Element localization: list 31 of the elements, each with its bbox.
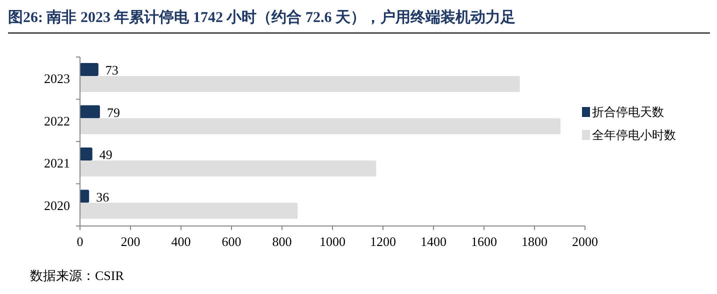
x-tick-label: 600 <box>222 234 242 249</box>
x-tick-label: 1400 <box>420 234 446 249</box>
data-label: 36 <box>96 189 110 204</box>
bar <box>80 190 90 203</box>
y-tick-label: 2021 <box>44 156 70 171</box>
bar <box>80 105 100 118</box>
legend-label: 全年停电小时数 <box>592 128 676 142</box>
y-tick-label: 2023 <box>44 71 70 86</box>
chart-title: 图26: 南非 2023 年累计停电 1742 小时（约合 72.6 天），户用终端装机动力足 <box>8 8 516 26</box>
x-tick-label: 400 <box>171 234 191 249</box>
bar <box>80 63 98 76</box>
x-tick-label: 2000 <box>572 234 598 249</box>
bar <box>80 202 298 219</box>
x-tick-label: 800 <box>272 234 292 249</box>
data-label: 73 <box>105 62 118 78</box>
x-tick-label: 1000 <box>320 234 346 249</box>
legend-label: 折合停电天数 <box>592 105 664 119</box>
x-tick-label: 1200 <box>370 234 396 249</box>
source-note: 数据来源：CSIR <box>30 268 124 283</box>
bar <box>80 160 376 176</box>
x-tick-label: 200 <box>120 234 140 249</box>
y-tick-label: 2022 <box>44 113 70 128</box>
x-tick-label: 1600 <box>471 234 497 249</box>
bar <box>80 118 561 134</box>
x-tick-label: 0 <box>76 234 84 249</box>
x-tick-label: 1800 <box>522 234 548 249</box>
data-label: 79 <box>106 104 120 120</box>
data-label: 49 <box>99 147 112 162</box>
y-tick-label: 2020 <box>44 198 70 213</box>
bar <box>80 76 520 92</box>
bar <box>80 148 92 160</box>
